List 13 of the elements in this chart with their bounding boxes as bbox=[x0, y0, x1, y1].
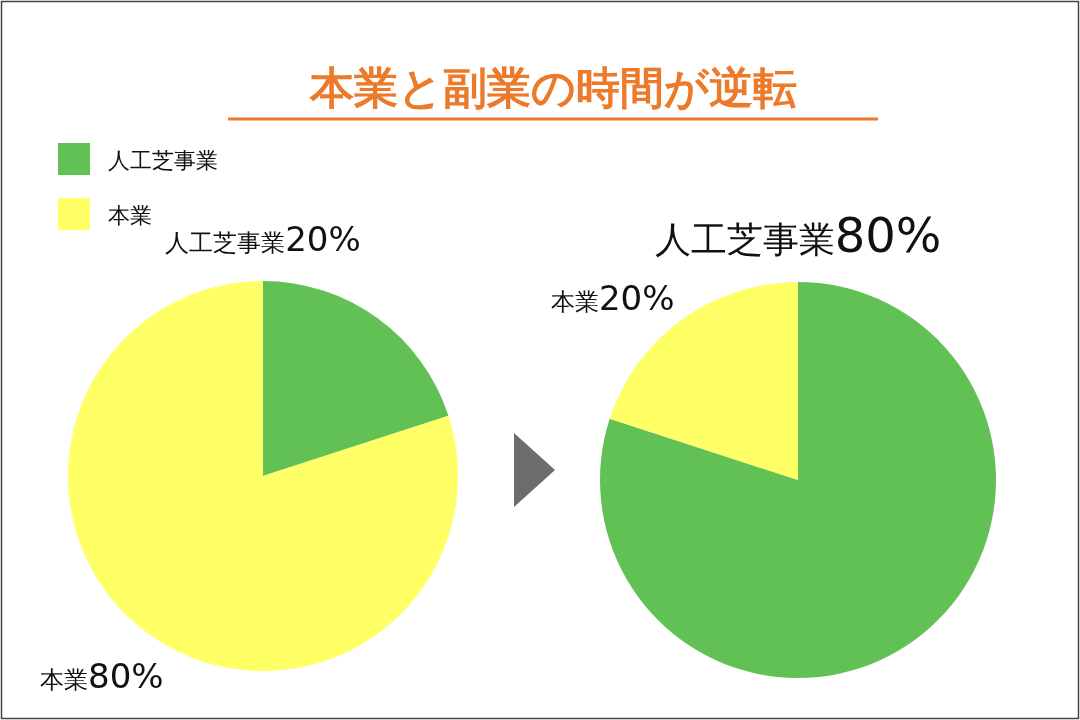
data-label: 20% bbox=[598, 278, 675, 319]
slice-label: 本業 bbox=[550, 288, 599, 317]
slice-label: 本業 bbox=[40, 666, 88, 694]
data-label: 20% bbox=[285, 219, 361, 259]
slice-label: 人工芝事業 bbox=[165, 229, 286, 257]
slice-label: 人工芝事業 bbox=[654, 219, 835, 260]
data-label: 80% bbox=[834, 207, 942, 263]
pie-slice bbox=[600, 282, 996, 678]
legend-label: 本業 bbox=[108, 203, 152, 228]
data-label: 80% bbox=[88, 656, 164, 696]
text: 本業と副業の時間が逆転 bbox=[308, 62, 797, 113]
legend-label: 人工芝事業 bbox=[108, 148, 218, 173]
pie-slice bbox=[263, 281, 449, 476]
